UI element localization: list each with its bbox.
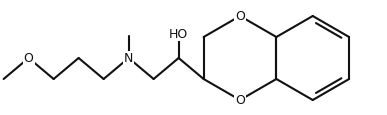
Text: O: O: [235, 94, 245, 107]
Text: N: N: [124, 52, 133, 65]
Text: HO: HO: [169, 27, 188, 40]
Text: O: O: [235, 10, 245, 23]
Text: O: O: [24, 52, 34, 65]
